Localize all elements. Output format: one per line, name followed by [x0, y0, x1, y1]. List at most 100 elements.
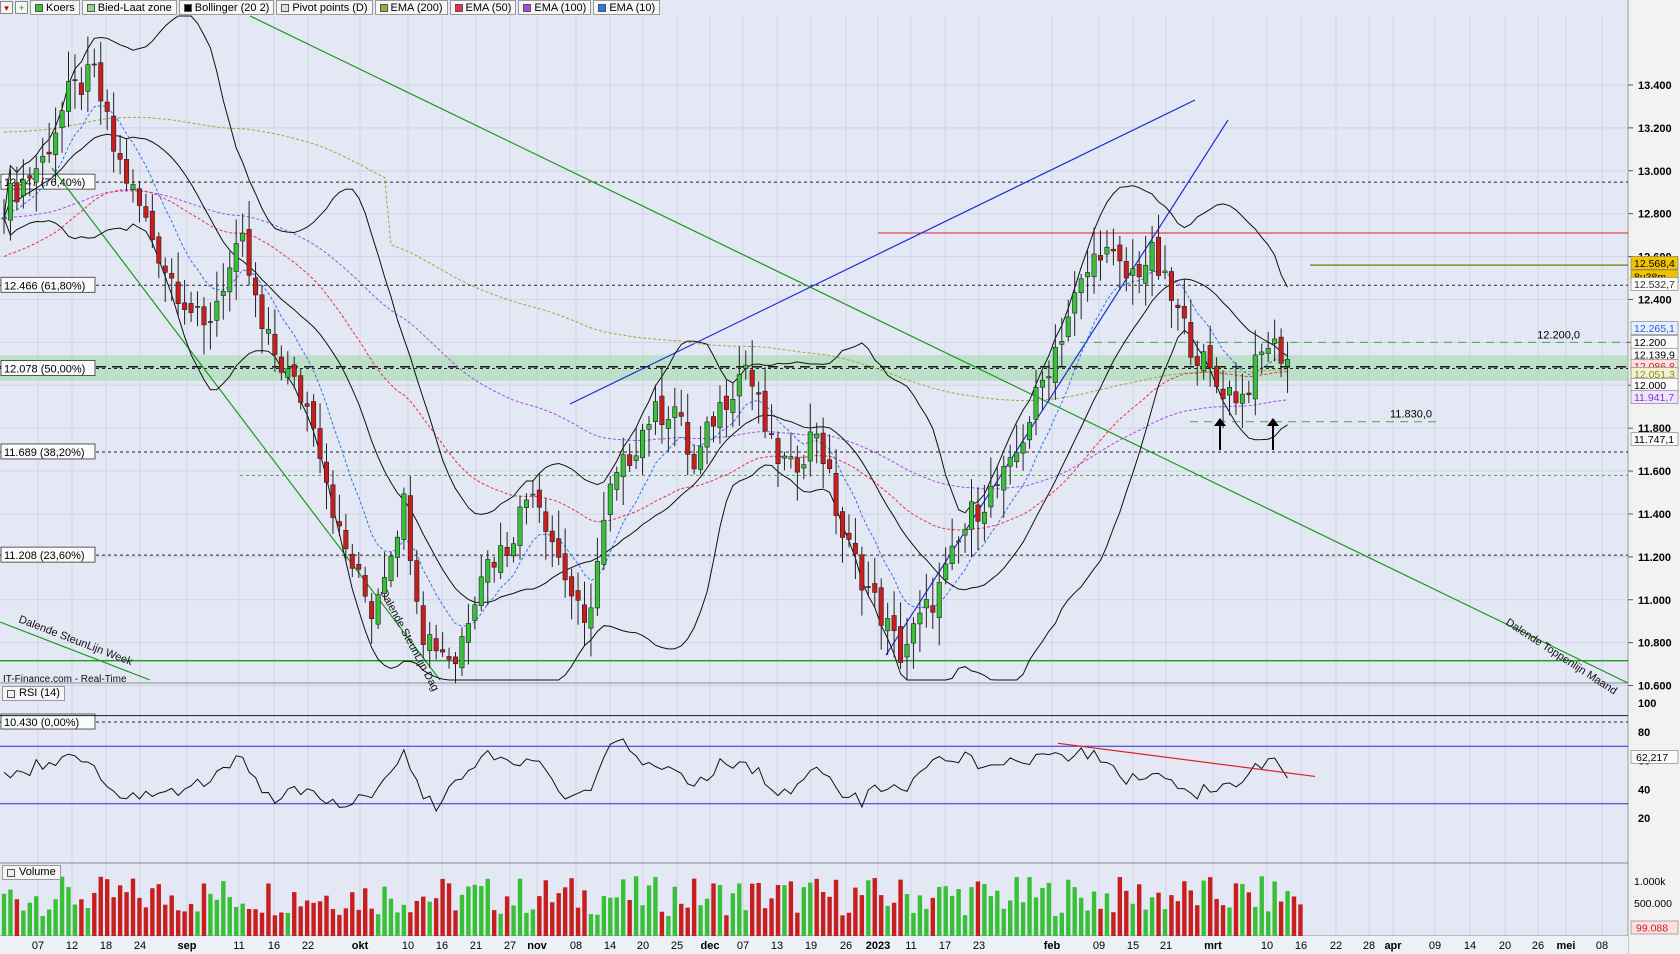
candle: [781, 451, 787, 471]
x-tick-label: 10: [402, 940, 414, 952]
volume-bar: [453, 910, 458, 936]
volume-bar: [85, 907, 91, 936]
volume-pane-label[interactable]: Volume: [2, 865, 61, 880]
candle: [182, 279, 188, 325]
candle-body: [556, 538, 562, 558]
candle: [788, 433, 794, 469]
candle: [723, 380, 729, 438]
x-tick-label: 26: [840, 940, 852, 952]
candle-body: [143, 206, 149, 218]
candle: [291, 356, 297, 389]
candle-body: [1285, 359, 1291, 367]
y-tick-label: 10.600: [1638, 681, 1672, 693]
volume-bar: [214, 899, 220, 936]
legend-item[interactable]: Bied-Laat zone: [81, 0, 177, 15]
candle-body: [1220, 388, 1226, 400]
candle-body: [498, 545, 504, 573]
rsi-pane-label[interactable]: RSI (14): [2, 686, 65, 701]
candle: [246, 201, 252, 286]
candle: [1252, 330, 1258, 416]
candle: [846, 514, 852, 548]
volume-bar: [1291, 896, 1297, 936]
volume-bar: [524, 912, 529, 936]
fib-label: 12.078 (50,00%): [0, 360, 96, 376]
volume-bar: [1053, 915, 1058, 936]
candle-body: [369, 601, 375, 620]
candle: [278, 345, 284, 381]
candle-body: [904, 644, 910, 658]
candle: [253, 262, 259, 318]
candle: [407, 475, 413, 575]
rsi-tick-label: 20: [1638, 813, 1650, 825]
candle-body: [407, 495, 413, 561]
y-tick-label: 11.400: [1638, 509, 1671, 521]
candle: [968, 479, 974, 557]
volume-bar: [221, 881, 226, 936]
candle-body: [1149, 242, 1155, 271]
x-tick-label: 15: [1127, 940, 1139, 952]
legend-item[interactable]: Koers: [30, 0, 80, 15]
candle: [265, 307, 271, 345]
candle: [91, 48, 97, 78]
candle-body: [988, 485, 994, 508]
candle: [839, 506, 845, 563]
candle: [233, 219, 239, 300]
volume-bar: [621, 879, 626, 936]
volume-bar: [246, 909, 252, 936]
legend-item[interactable]: EMA (100): [518, 0, 592, 15]
volume-bar: [111, 897, 116, 936]
volume-bar: [891, 902, 897, 936]
candle-body: [7, 182, 13, 221]
candle-body: [27, 175, 33, 179]
volume-bar: [898, 879, 903, 936]
x-tick-label: 17: [939, 940, 951, 952]
candle: [936, 562, 942, 646]
candle-body: [1201, 351, 1207, 372]
candle: [627, 443, 633, 472]
candle: [220, 263, 226, 320]
volume-bar: [369, 908, 374, 936]
legend-item[interactable]: EMA (10): [593, 0, 661, 15]
candle-body: [1168, 271, 1174, 301]
candle: [78, 67, 84, 111]
candle: [369, 592, 375, 644]
volume-bar: [930, 897, 935, 936]
volume-bar: [72, 904, 78, 936]
volume-bar: [137, 897, 142, 936]
volume-bar: [201, 883, 207, 936]
fib-label-text: 12.078 (50,00%): [4, 364, 85, 376]
legend-item[interactable]: Bollinger (20 2): [178, 0, 275, 15]
volume-bar: [40, 915, 45, 936]
volume-bar: [421, 896, 426, 936]
fib-label-box: [0, 360, 96, 376]
collapse-icon[interactable]: ▾: [0, 1, 13, 14]
x-tick-label: apr: [1384, 940, 1402, 952]
fib-zone: [0, 355, 1628, 381]
volume-bar: [840, 915, 845, 936]
candle-body: [717, 402, 723, 428]
candle-body: [788, 456, 794, 460]
price-label: 12.532,7: [1630, 277, 1679, 291]
candle-body: [730, 399, 736, 413]
candle-body: [1039, 379, 1045, 388]
volume-bar: [582, 890, 587, 936]
candle-body: [1078, 278, 1084, 294]
volume-bar: [943, 886, 948, 936]
volume-bar: [343, 908, 349, 936]
legend-item[interactable]: EMA (50): [449, 0, 517, 15]
candle-body: [1014, 452, 1020, 463]
volume-bar: [550, 902, 555, 936]
volume-bar: [1117, 877, 1123, 936]
candle: [1059, 317, 1065, 367]
crosshair-icon[interactable]: +: [15, 1, 28, 14]
legend-label: Bied-Laat zone: [97, 1, 172, 14]
legend-item[interactable]: EMA (200): [374, 0, 448, 15]
ema10-line: [3, 105, 1288, 627]
volume-tick-label: 500.000: [1634, 898, 1672, 910]
volume-bar: [846, 912, 852, 936]
candle: [375, 588, 381, 629]
candle: [523, 493, 529, 525]
candle: [949, 518, 955, 571]
legend-item[interactable]: Pivot points (D): [276, 0, 373, 15]
